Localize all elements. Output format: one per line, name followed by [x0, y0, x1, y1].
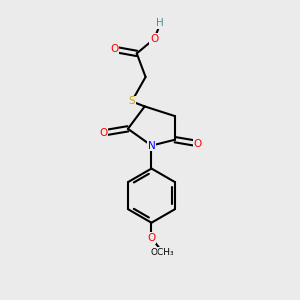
Text: O: O	[99, 128, 108, 138]
Text: S: S	[128, 96, 135, 106]
Text: O: O	[147, 233, 156, 243]
Text: O: O	[194, 139, 202, 148]
Text: N: N	[148, 141, 155, 151]
Text: H: H	[156, 18, 164, 28]
Text: OCH₃: OCH₃	[151, 248, 175, 257]
Text: O: O	[110, 44, 118, 54]
Text: O: O	[150, 34, 158, 44]
